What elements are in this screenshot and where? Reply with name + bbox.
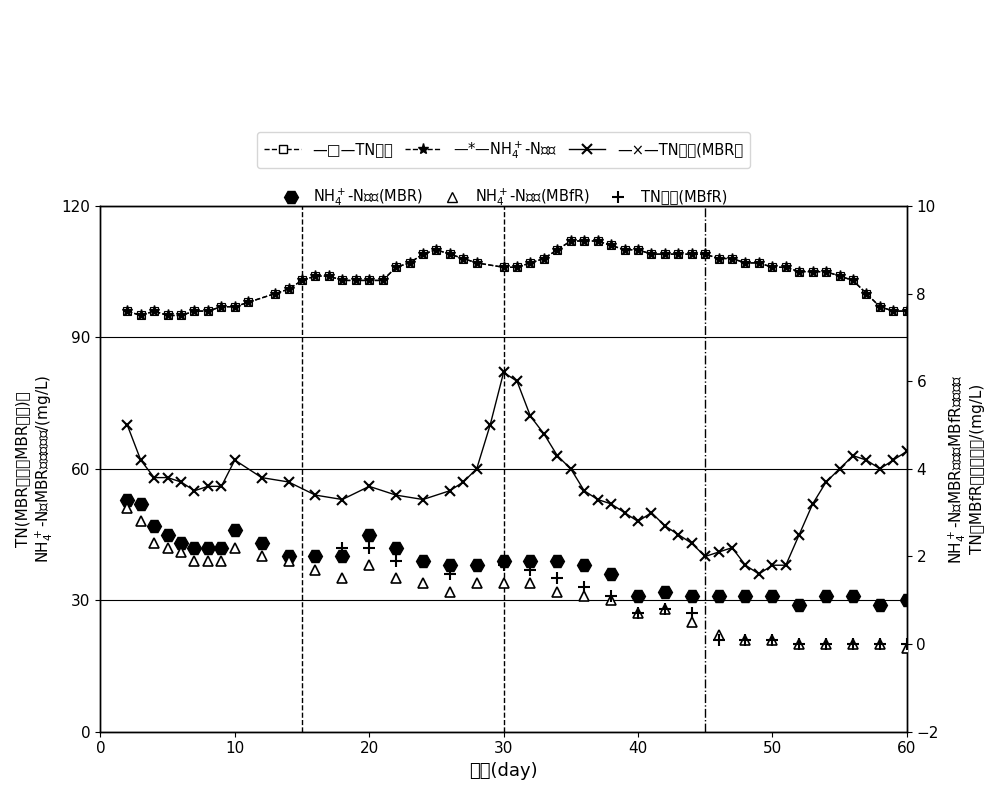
Y-axis label: NH$_4^+$-N（MBR出水、MBfR出水）、
TN（MBfR出水）浓度/(mg/L): NH$_4^+$-N（MBR出水、MBfR出水）、 TN（MBfR出水）浓度/(… [946,374,985,564]
Legend: NH$_4^+$-N出水(MBR), NH$_4^+$-N出水(MBfR), TN出水(MBfR): NH$_4^+$-N出水(MBR), NH$_4^+$-N出水(MBfR), T… [273,179,735,215]
Y-axis label: TN(MBR进水、MBR出水)、
NH$_4^+$-N（MBR进水）浓度/(mg/L): TN(MBR进水、MBR出水)、 NH$_4^+$-N（MBR进水）浓度/(mg… [15,374,55,563]
X-axis label: 天数(day): 天数(day) [469,762,538,780]
